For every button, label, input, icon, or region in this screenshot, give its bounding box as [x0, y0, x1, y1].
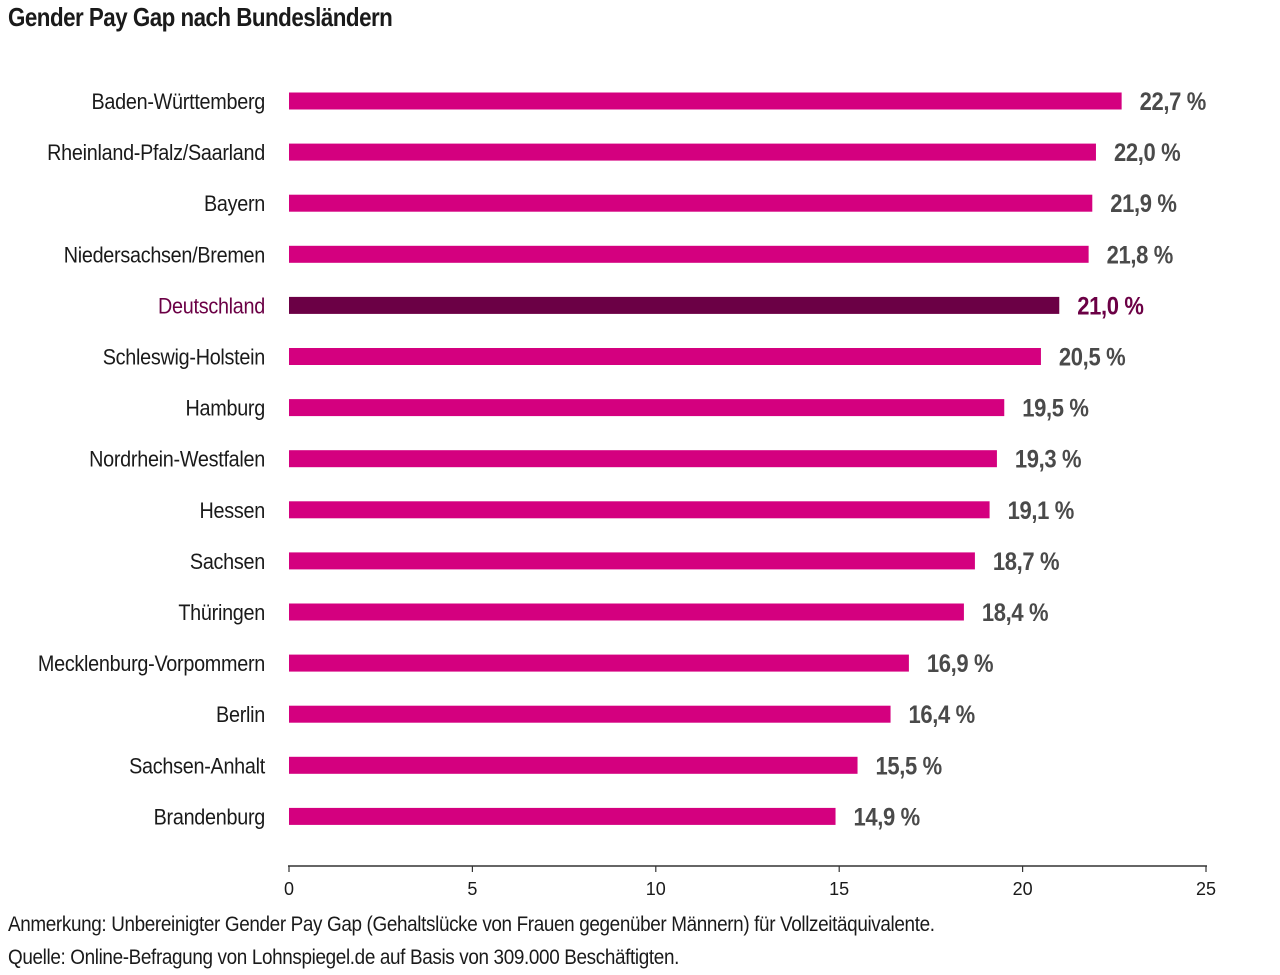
bar-rheinland-pfalz-saarland — [289, 143, 1096, 161]
value-label-sachsen: 18,7 % — [993, 548, 1060, 576]
bar-niedersachsen-bremen — [289, 245, 1089, 263]
category-label-schleswig-holstein: Schleswig-Holstein — [103, 346, 265, 370]
category-label-brandenburg: Brandenburg — [154, 805, 265, 829]
bar-mecklenburg-vorpommern — [289, 654, 909, 672]
value-label-brandenburg: 14,9 % — [854, 803, 921, 831]
chart-title: Gender Pay Gap nach Bundesländern — [8, 2, 393, 32]
value-label-niedersachsen-bremen: 21,8 % — [1107, 241, 1174, 269]
value-label-schleswig-holstein: 20,5 % — [1059, 343, 1126, 371]
category-label-niedersachsen-bremen: Niedersachsen/Bremen — [64, 243, 265, 267]
value-label-hessen: 19,1 % — [1008, 497, 1075, 525]
value-label-thueringen: 18,4 % — [982, 599, 1049, 627]
bar-hessen — [289, 501, 990, 519]
chart-note: Anmerkung: Unbereinigter Gender Pay Gap … — [8, 913, 935, 936]
value-label-hamburg: 19,5 % — [1022, 394, 1089, 422]
bar-nordrhein-westfalen — [289, 450, 997, 468]
x-axis: 0 5 10 15 20 25 — [284, 865, 1216, 899]
bar-sachsen — [289, 552, 975, 570]
category-label-hessen: Hessen — [200, 499, 265, 523]
category-labels: Baden-Württemberg Rheinland-Pfalz/Saarlan… — [38, 90, 266, 830]
bars-layer — [289, 92, 1122, 825]
x-tick-label-20: 20 — [1013, 879, 1033, 899]
category-label-hamburg: Hamburg — [186, 397, 265, 421]
x-tick-label-5: 5 — [467, 879, 477, 899]
value-label-berlin: 16,4 % — [909, 701, 976, 729]
bar-hamburg — [289, 399, 1005, 417]
value-label-baden-wuerttemberg: 22,7 % — [1140, 88, 1207, 116]
bar-baden-wuerttemberg — [289, 92, 1122, 110]
bar-thueringen — [289, 603, 964, 621]
category-label-baden-wuerttemberg: Baden-Württemberg — [92, 90, 265, 114]
x-tick-label-15: 15 — [829, 879, 849, 899]
value-label-bayern: 21,9 % — [1110, 190, 1177, 218]
x-tick-label-0: 0 — [284, 879, 294, 899]
value-label-deutschland: 21,0 % — [1077, 292, 1144, 320]
category-label-bayern: Bayern — [204, 192, 265, 216]
bar-bayern — [289, 194, 1093, 212]
bar-brandenburg — [289, 807, 836, 825]
x-tick-label-10: 10 — [646, 879, 666, 899]
value-label-sachsen-anhalt: 15,5 % — [876, 752, 943, 780]
category-label-thueringen: Thüringen — [178, 601, 265, 625]
chart-source: Quelle: Online-Befragung von Lohnspiegel… — [8, 946, 679, 969]
value-labels: 22,7 % 22,0 % 21,9 % 21,8 % 21,0 % 20,5 % 19,5… — [854, 88, 1207, 831]
value-label-mecklenburg-vorpommern: 16,9 % — [927, 650, 994, 678]
bar-berlin — [289, 705, 891, 723]
category-label-deutschland: Deutschland — [158, 294, 265, 318]
category-label-sachsen: Sachsen — [190, 550, 265, 574]
bar-deutschland — [289, 296, 1060, 314]
bar-sachsen-anhalt — [289, 756, 858, 774]
category-label-sachsen-anhalt: Sachsen-Anhalt — [129, 754, 265, 778]
bar-schleswig-holstein — [289, 348, 1041, 365]
category-label-rheinland-pfalz-saarland: Rheinland-Pfalz/Saarland — [47, 141, 265, 165]
category-label-berlin: Berlin — [216, 703, 265, 727]
category-label-nordrhein-westfalen: Nordrhein-Westfalen — [89, 448, 265, 472]
category-label-mecklenburg-vorpommern: Mecklenburg-Vorpommern — [38, 652, 265, 676]
x-tick-label-25: 25 — [1196, 879, 1216, 899]
value-label-rheinland-pfalz-saarland: 22,0 % — [1114, 139, 1181, 167]
value-label-nordrhein-westfalen: 19,3 % — [1015, 445, 1082, 473]
